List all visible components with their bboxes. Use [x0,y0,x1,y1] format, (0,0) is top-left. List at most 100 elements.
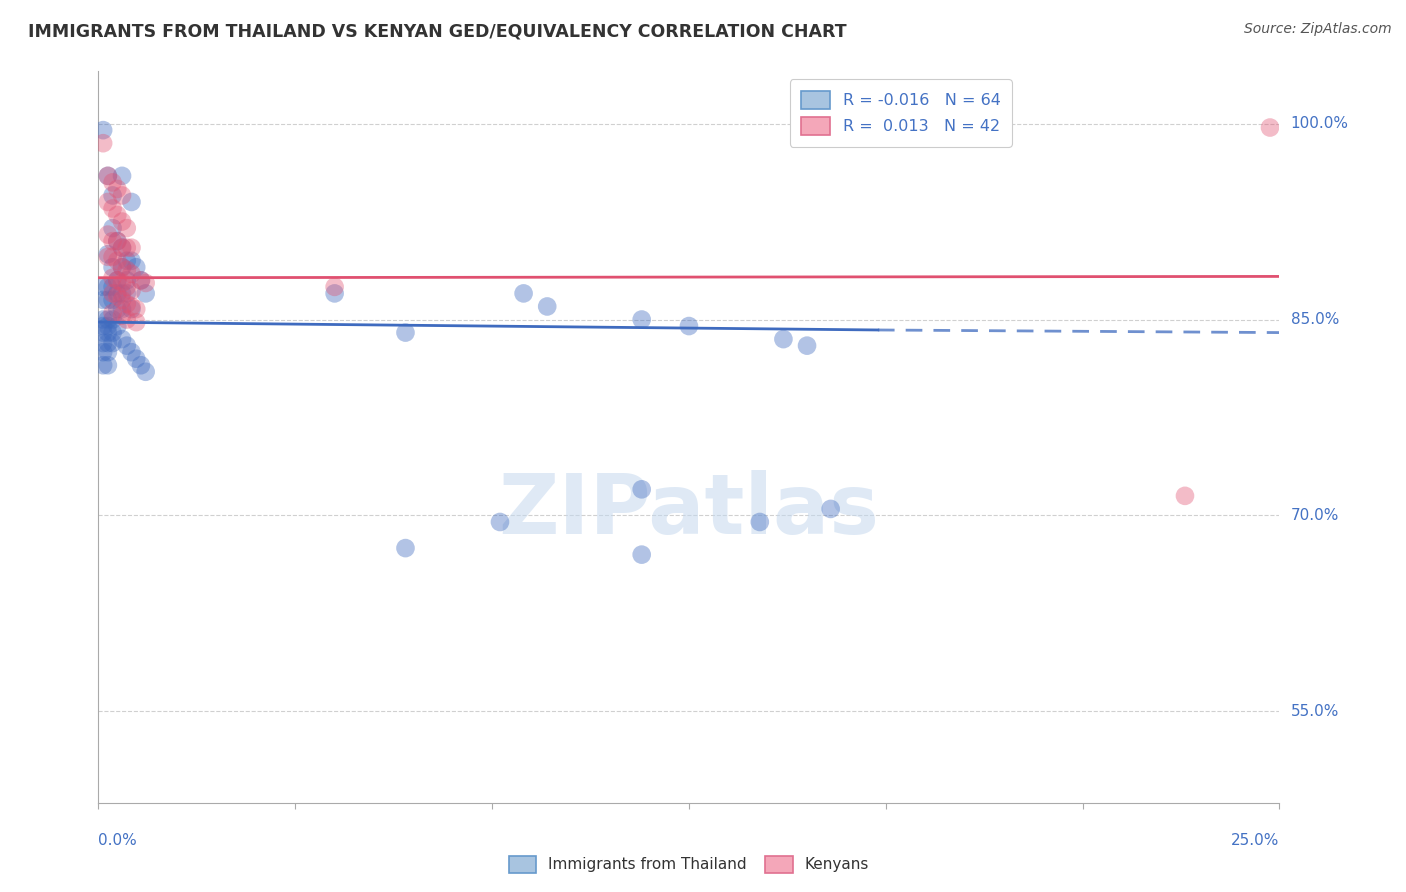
Point [101,306,124,320]
Point [115,263,138,277]
Point [101,280,124,294]
Point [125,301,148,317]
Point [121,300,143,314]
Point [111,241,134,255]
Point [105,234,128,248]
Point [115,221,138,235]
Point [97,345,120,359]
Point [101,188,124,202]
Point [111,214,134,228]
Point [135,276,157,290]
Point [105,301,128,317]
Point [115,241,138,255]
Point [1258,120,1281,135]
Point [101,286,124,301]
Point [630,548,652,562]
Text: 0.0%: 0.0% [98,833,138,848]
Point [97,319,120,334]
Point [129,358,152,372]
Text: 85.0%: 85.0% [1291,312,1339,327]
Point [101,250,124,264]
Point [111,301,134,317]
Point [105,289,128,303]
Point [115,273,138,287]
Point [121,253,143,268]
Point [91,358,114,372]
Point [111,169,134,183]
Point [394,541,416,555]
Point [115,253,138,268]
Point [101,202,124,216]
Text: 100.0%: 100.0% [1291,116,1348,131]
Point [101,260,124,275]
Point [101,221,124,235]
Point [97,227,120,242]
Point [121,194,143,209]
Point [101,234,124,248]
Point [91,326,114,340]
Point [97,358,120,372]
Point [111,188,134,202]
Point [394,326,416,340]
Point [111,309,134,323]
Point [97,250,120,264]
Point [91,293,114,307]
Point [536,300,558,314]
Point [820,502,842,516]
Point [97,280,120,294]
Point [111,332,134,346]
Point [135,286,157,301]
Point [105,286,128,301]
Point [1174,489,1197,503]
Point [121,267,143,281]
Point [115,286,138,301]
Point [101,312,124,326]
Point [125,260,148,275]
Point [91,123,114,137]
Point [115,339,138,353]
Point [111,260,134,275]
Point [630,483,652,497]
Legend: Immigrants from Thailand, Kenyans: Immigrants from Thailand, Kenyans [502,849,876,880]
Text: ZIPatlas: ZIPatlas [499,470,879,550]
Point [111,293,134,307]
Point [91,345,114,359]
Point [101,336,124,351]
Text: Source: ZipAtlas.com: Source: ZipAtlas.com [1244,22,1392,37]
Point [91,336,114,351]
Point [121,301,143,317]
Point [129,273,152,287]
Point [105,234,128,248]
Point [678,319,700,334]
Point [97,326,120,340]
Point [97,336,120,351]
Point [748,515,770,529]
Point [125,315,148,329]
Point [105,319,128,334]
Point [105,273,128,287]
Text: IMMIGRANTS FROM THAILAND VS KENYAN GED/EQUIVALENCY CORRELATION CHART: IMMIGRANTS FROM THAILAND VS KENYAN GED/E… [28,22,846,40]
Point [105,182,128,196]
Point [135,365,157,379]
Point [97,312,120,326]
Point [129,273,152,287]
Point [97,169,120,183]
Text: 25.0%: 25.0% [1232,833,1279,848]
Point [125,351,148,366]
Point [121,241,143,255]
Point [105,253,128,268]
Point [101,270,124,285]
Point [512,286,534,301]
Point [97,194,120,209]
Point [111,241,134,255]
Point [115,297,138,311]
Point [101,326,124,340]
Point [97,169,120,183]
Point [111,286,134,301]
Point [121,345,143,359]
Point [115,280,138,294]
Point [91,136,114,151]
Point [630,312,652,326]
Point [91,280,114,294]
Point [97,247,120,261]
